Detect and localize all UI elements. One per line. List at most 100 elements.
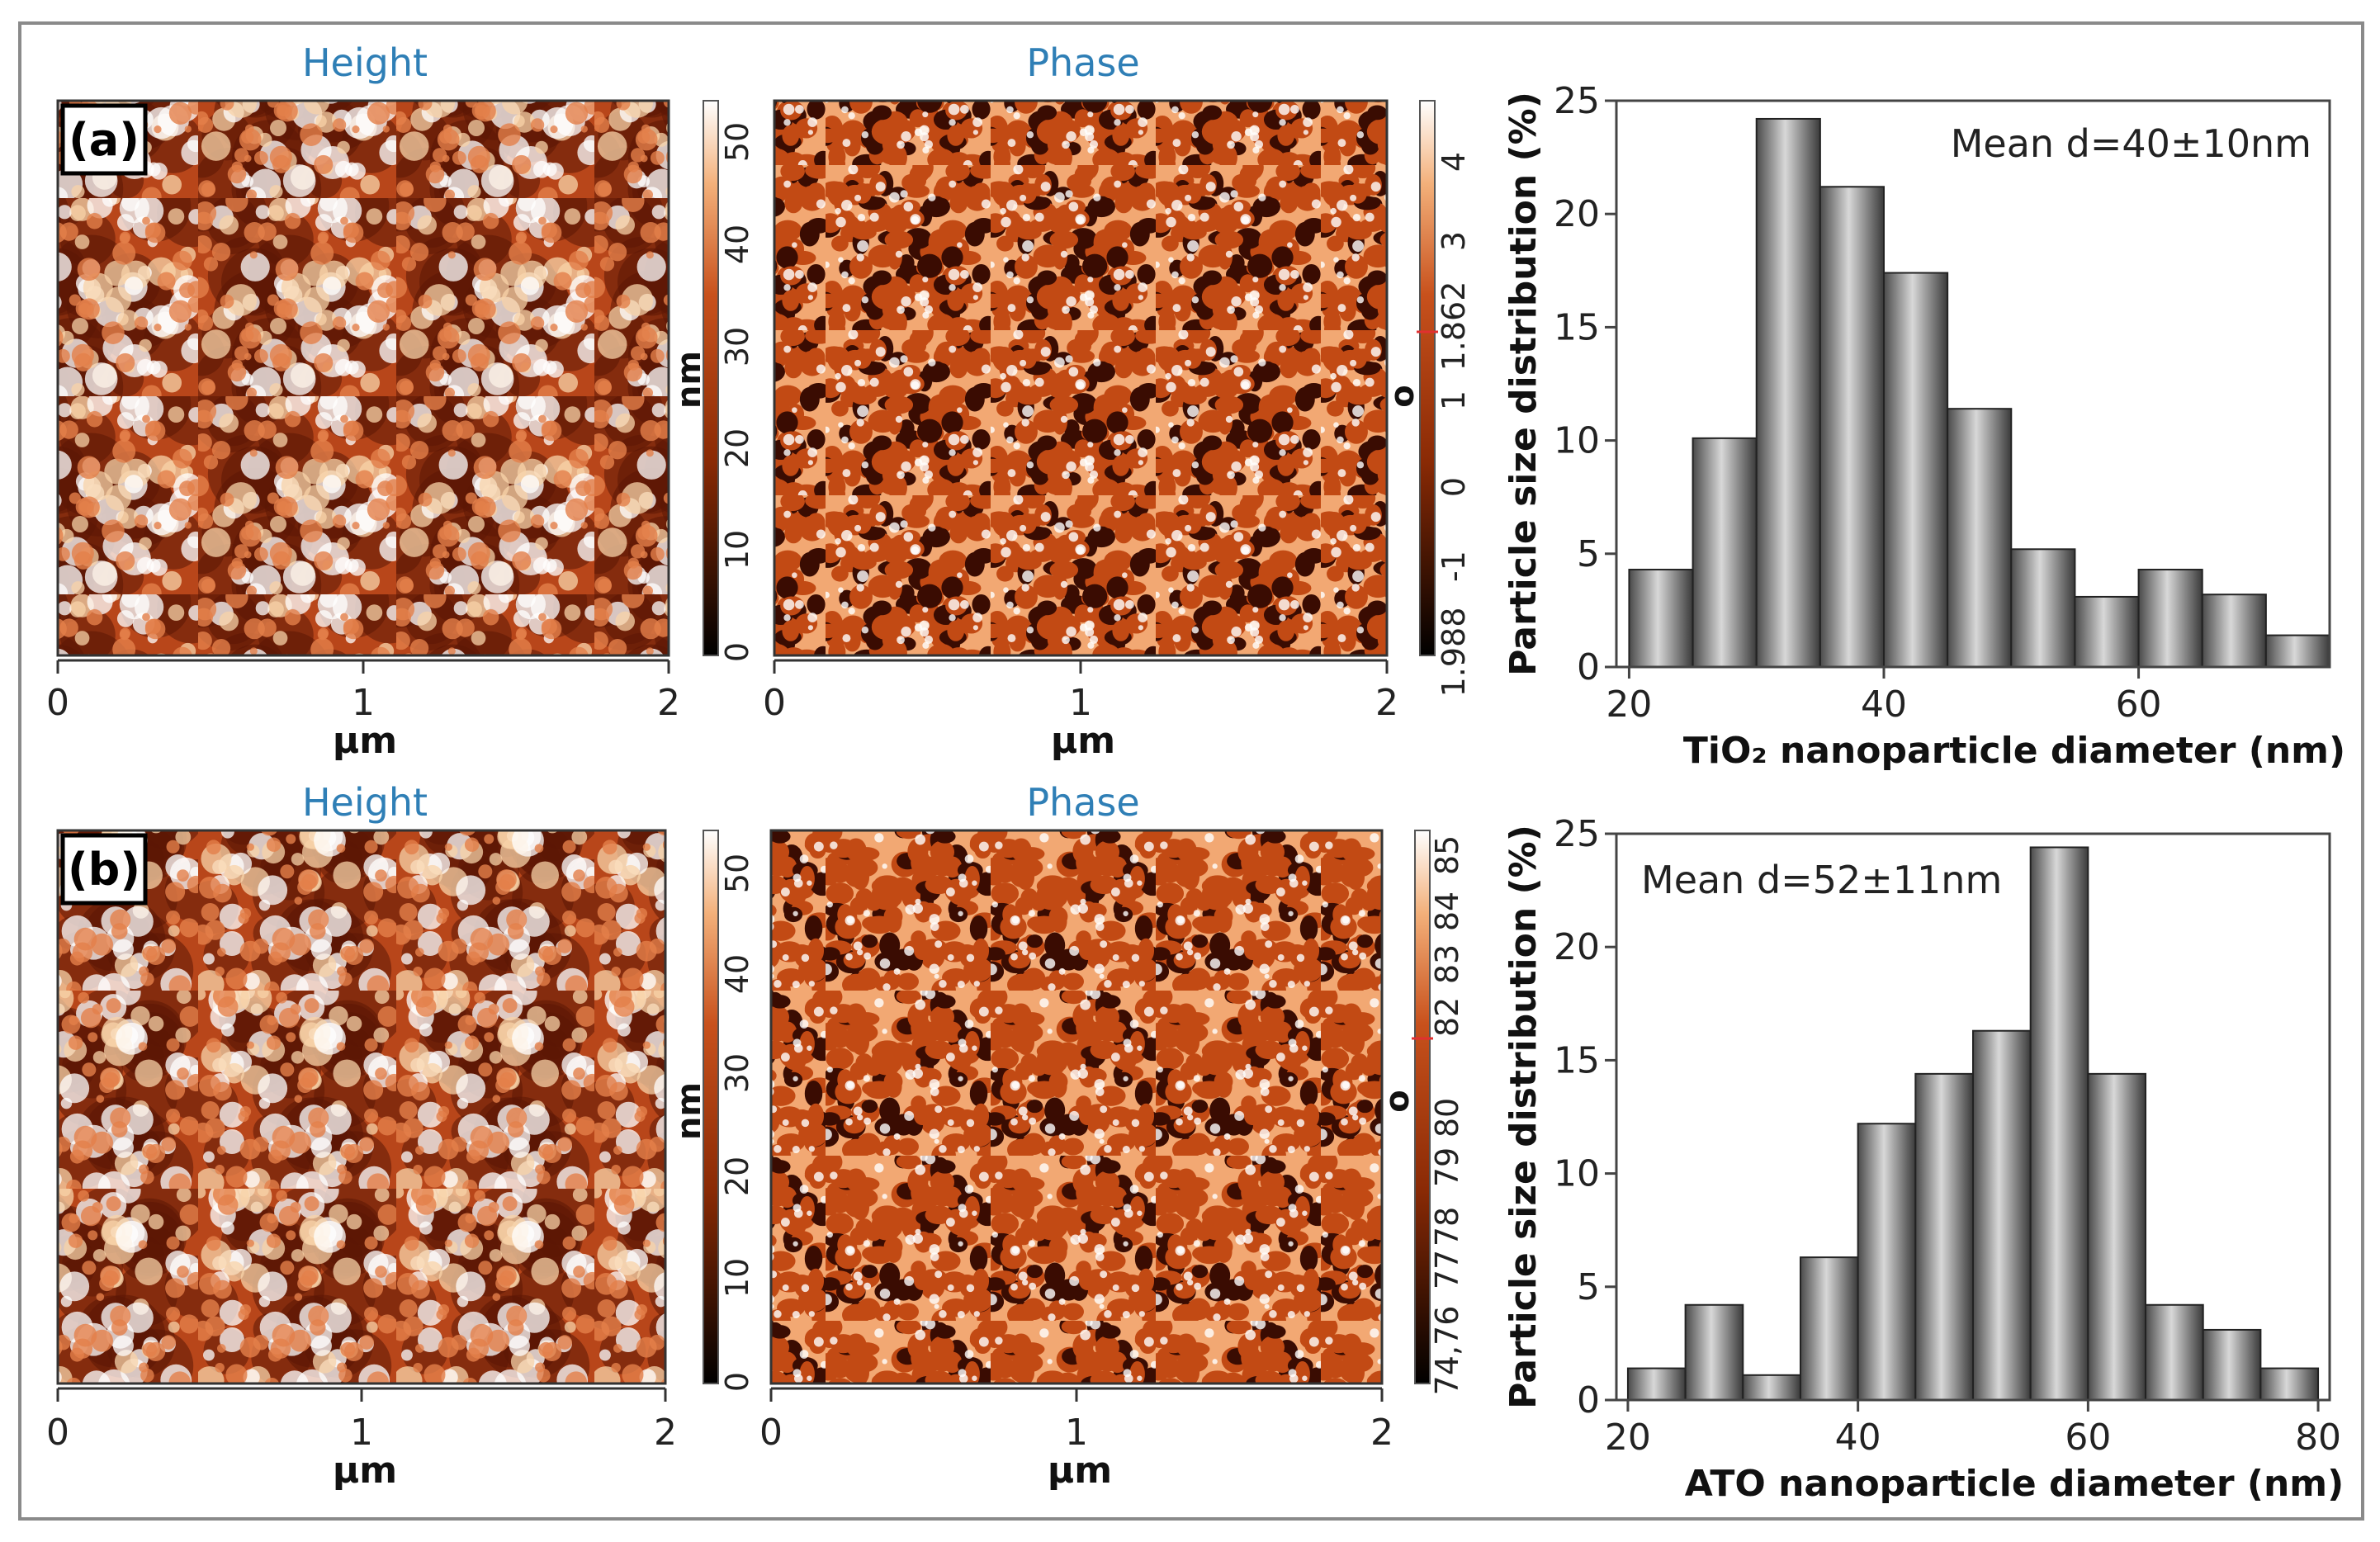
height-cb-unit-b: nm (670, 1082, 708, 1140)
phase-cb-unit-a: o (1384, 385, 1422, 407)
cb-tick: 40 (719, 954, 755, 994)
histogram-bar (2202, 1328, 2262, 1402)
histogram-bar (2145, 1303, 2204, 1401)
histogram-bar (1692, 437, 1758, 669)
x-tick: 2 (1370, 1412, 1393, 1454)
cb-tick: 1.862 (1436, 281, 1472, 371)
panel-label-box-a (60, 103, 148, 176)
panel-label-b: (b) (68, 844, 140, 896)
x-axis-label: ATO nanoparticle diameter (nm) (1685, 1463, 2345, 1505)
x-tick: 0 (46, 1412, 69, 1454)
height-colorbar-a (703, 100, 719, 656)
cb-tick: 0 (719, 1372, 755, 1392)
x-tick-label: 80 (2295, 1417, 2341, 1459)
panel-label-a: (a) (69, 114, 140, 166)
phase-title-a: Phase (1026, 40, 1139, 85)
x-tick-label: 40 (1835, 1417, 1881, 1459)
histogram-bar (1742, 1374, 1801, 1402)
x-tick: 0 (763, 682, 786, 724)
cb-tick: 20 (719, 428, 755, 468)
cb-tick: 10 (719, 1258, 755, 1298)
x-tick: 1 (1065, 1412, 1088, 1454)
histogram-bar (1972, 1029, 2032, 1402)
x-unit: µm (333, 1450, 397, 1492)
cb-tick: 78 (1429, 1207, 1465, 1246)
y-tick-label: 0 (1577, 1379, 1600, 1421)
height-colorbar-ticks-a: 0 10 20 30 40 50 (719, 122, 755, 662)
histogram-bar (2029, 846, 2089, 1401)
mean-annotation: Mean d=52±11nm (1641, 858, 2002, 902)
histogram-bar (1883, 272, 1949, 668)
cb-tick: 0 (1436, 477, 1472, 497)
y-tick-label: 25 (1554, 80, 1600, 122)
y-tick-label: 20 (1554, 193, 1600, 235)
cb-tick: 74,76 (1429, 1306, 1465, 1396)
height-cb-unit-a: nm (670, 351, 708, 409)
x-axis-label: TiO₂ nanoparticle diameter (nm) (1683, 730, 2345, 772)
cb-tick: 10 (719, 530, 755, 570)
x-tick-label: 60 (2065, 1417, 2111, 1459)
x-tick-label: 20 (1605, 1417, 1651, 1459)
histogram-bar (1914, 1072, 1974, 1401)
phase-x-axis-a: 0 1 2 µm (763, 659, 1398, 762)
x-unit: µm (1048, 1450, 1112, 1492)
histogram-bar (1857, 1123, 1917, 1402)
phase-title-b: Phase (1026, 780, 1139, 825)
y-tick-label: 5 (1577, 1266, 1600, 1308)
phase-map-b (769, 829, 1384, 1385)
phase-colorbar-a (1419, 100, 1436, 656)
figure-border (18, 21, 2364, 1521)
cb-tick: 83 (1429, 944, 1465, 984)
height-title-b: Height (302, 780, 428, 825)
x-tick: 1 (350, 1412, 373, 1454)
cb-tick: 80 (1429, 1098, 1465, 1138)
cb-tick: 84 (1429, 892, 1465, 931)
x-tick: 2 (1375, 682, 1398, 724)
cb-tick: 0 (719, 642, 755, 662)
phase-x-axis-b: 0 1 2 µm (759, 1387, 1393, 1492)
phase-map-a (773, 99, 1389, 657)
cb-tick: 50 (719, 854, 755, 893)
x-tick: 0 (46, 682, 69, 724)
cb-tick: 1 (1436, 390, 1472, 410)
y-tick-label: 10 (1554, 1153, 1600, 1195)
y-tick-label: 20 (1554, 926, 1600, 968)
x-tick: 2 (654, 1412, 677, 1454)
height-map-a (56, 99, 670, 657)
x-tick: 1 (1069, 682, 1092, 724)
histogram-bar (1755, 117, 1821, 668)
y-axis-label: Particle size distribution (%) (1502, 825, 1545, 1409)
histogram-bar (2264, 634, 2331, 668)
x-tick-label: 40 (1861, 683, 1907, 726)
plot-frame (1615, 99, 2331, 669)
phase-cb-unit-b: o (1379, 1090, 1417, 1112)
histogram-bar (1819, 186, 1886, 669)
histogram-bar (2087, 1072, 2147, 1401)
height-x-axis-b: 0 1 2 µm (46, 1387, 677, 1492)
y-tick-label: 15 (1554, 1039, 1600, 1081)
y-tick-label: 15 (1554, 306, 1600, 348)
x-tick-label: 60 (2116, 683, 2162, 726)
histogram-bar (1626, 1367, 1687, 1401)
histogram-bar (1799, 1256, 1859, 1402)
histogram-bar (2074, 595, 2140, 668)
cb-tick: 30 (719, 327, 755, 367)
x-tick-label: 20 (1606, 683, 1652, 726)
y-tick-label: 10 (1554, 420, 1600, 462)
height-title-a: Height (302, 40, 428, 85)
y-tick-label: 5 (1577, 533, 1600, 575)
cb-tick: 79 (1429, 1147, 1465, 1187)
cb-tick: 1.988 (1436, 608, 1472, 698)
cb-tick: 3 (1436, 231, 1472, 251)
cb-tick: 40 (719, 225, 755, 264)
histogram-bar (1684, 1303, 1744, 1401)
histogram-bar (2010, 548, 2076, 669)
y-tick-label: 0 (1577, 646, 1600, 688)
histogram-bar (2137, 569, 2203, 668)
x-tick: 2 (657, 682, 680, 724)
cb-tick: 4 (1436, 152, 1472, 172)
x-unit: µm (333, 720, 397, 762)
